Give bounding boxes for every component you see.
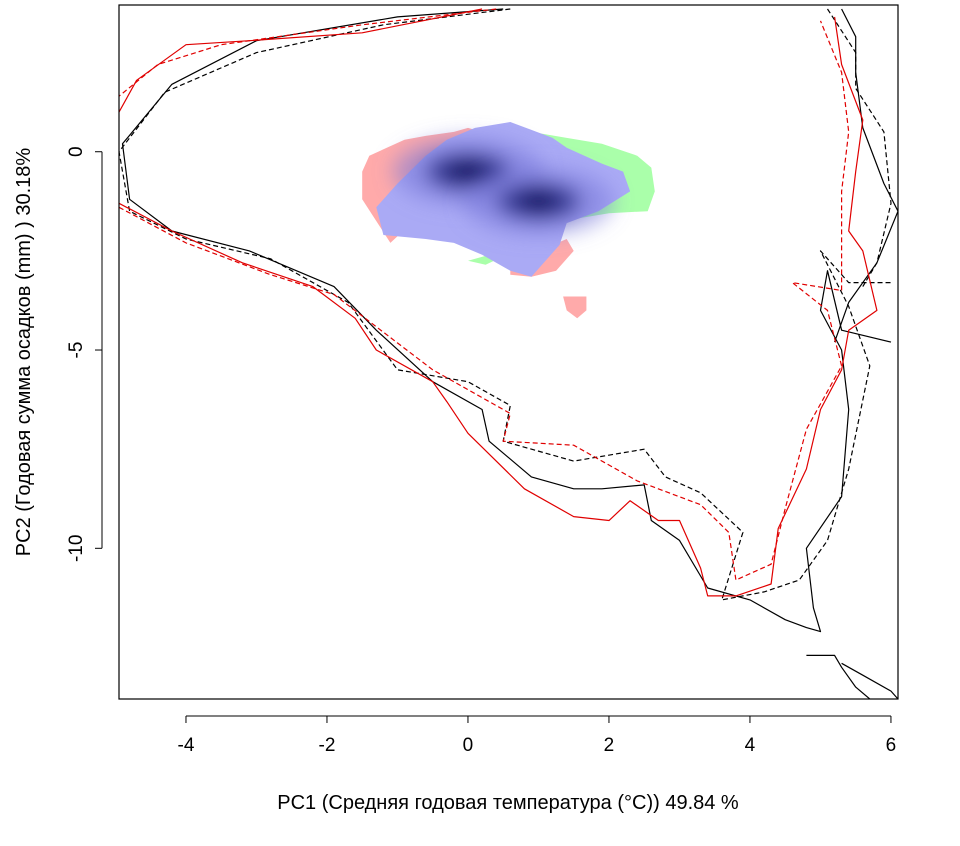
density-peaks bbox=[392, 137, 614, 236]
y-tick-label: -5 bbox=[66, 342, 87, 359]
contour-line-4 bbox=[119, 8, 891, 601]
contour-line-8 bbox=[119, 8, 497, 97]
y-tick-label: 0 bbox=[66, 146, 87, 157]
contour-line-0 bbox=[121, 8, 892, 633]
contour-line-5 bbox=[826, 8, 892, 287]
niche-region-2 bbox=[563, 296, 587, 319]
y-axis: 0 -5 -10 bbox=[66, 146, 103, 562]
contour-line-3 bbox=[841, 662, 898, 699]
x-axis-title: PC1 (Средняя годовая температура (°C)) 4… bbox=[277, 792, 739, 814]
x-tick-label: 2 bbox=[604, 735, 615, 756]
x-tick-label: 6 bbox=[886, 735, 897, 756]
x-tick-label: -2 bbox=[319, 735, 336, 756]
climate-contours bbox=[119, 8, 898, 699]
contour-line-6 bbox=[119, 8, 483, 113]
density-peak-1 bbox=[463, 167, 614, 236]
x-tick-label: 0 bbox=[463, 735, 474, 756]
contour-line-2 bbox=[806, 654, 871, 699]
contour-line-1 bbox=[834, 8, 898, 343]
x-axis: -4 -2 0 2 4 6 bbox=[178, 715, 897, 756]
contour-line-7 bbox=[119, 16, 878, 597]
y-axis-title: PC2 (Годовая сумма осадков (mm) ) 30.18% bbox=[13, 148, 35, 557]
contour-line-9 bbox=[119, 20, 850, 581]
x-tick-label: -4 bbox=[178, 735, 195, 756]
y-tick-label: -10 bbox=[66, 535, 87, 562]
x-tick-label: 4 bbox=[745, 735, 756, 756]
plot-frame bbox=[118, 4, 899, 700]
